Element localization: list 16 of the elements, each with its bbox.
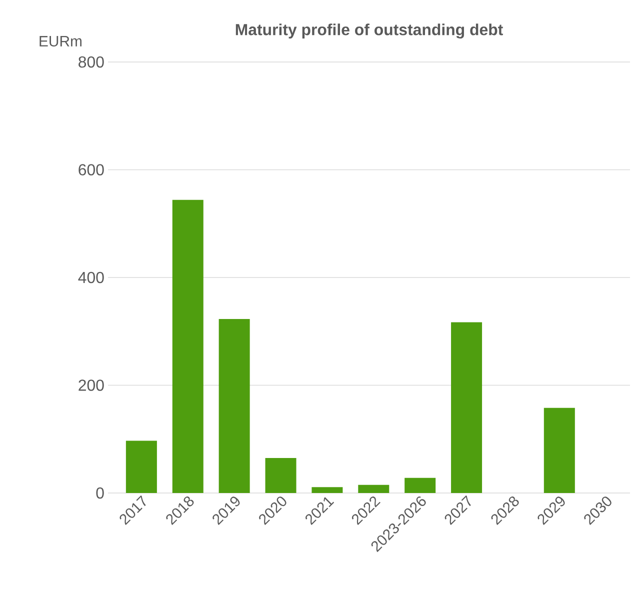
y-tick-label: 0 <box>96 487 104 499</box>
bar <box>218 318 250 493</box>
y-tick-label: 200 <box>78 380 104 391</box>
bar <box>358 484 390 493</box>
bar <box>265 458 296 493</box>
bar <box>126 440 157 493</box>
y-axis-title: EURm <box>40 36 82 46</box>
y-tick-label: 600 <box>78 164 104 176</box>
y-tick-label: 400 <box>78 272 104 284</box>
y-tick-label: 800 <box>78 56 104 68</box>
bar <box>172 200 204 493</box>
chart-title: Maturity profile of outstanding debt <box>236 24 503 39</box>
bar <box>312 487 343 493</box>
bar <box>544 408 575 493</box>
bar <box>451 322 482 493</box>
bar <box>404 478 436 493</box>
